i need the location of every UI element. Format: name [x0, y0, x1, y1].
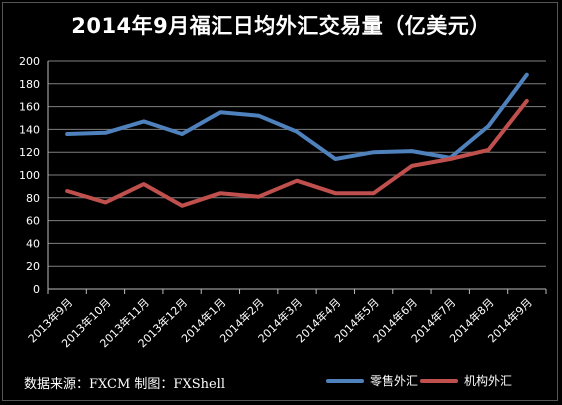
y-tick-label-120: 120: [19, 146, 40, 159]
y-tick-label-140: 140: [19, 123, 40, 136]
chart-frame: [2, 2, 558, 401]
legend-item-retail: 零售外汇: [326, 372, 418, 389]
y-tick-label-200: 200: [19, 55, 40, 68]
legend-swatch-institutional: [420, 378, 458, 383]
chart-title: 2014年9月福汇日均外汇交易量（亿美元）: [71, 14, 491, 38]
legend-swatch-retail: [326, 378, 364, 383]
y-tick-label-160: 160: [19, 101, 40, 114]
y-tick-label-180: 180: [19, 78, 40, 91]
y-tick-label-20: 20: [26, 260, 40, 273]
legend-label-retail: 零售外汇: [370, 374, 419, 388]
legend-item-institutional: 机构外汇: [420, 372, 512, 389]
series-line-institutional: [65, 98, 529, 208]
y-tick-label-100: 100: [19, 169, 40, 182]
y-tick-label-80: 80: [26, 192, 40, 205]
data-source-note: 数据来源：FXCM 制图：FXShell: [24, 377, 225, 392]
legend-label-institutional: 机构外汇: [464, 374, 513, 388]
y-tick-label-0: 0: [33, 283, 40, 296]
series-line-retail: [65, 72, 529, 161]
y-tick-label-40: 40: [26, 237, 40, 250]
y-tick-label-60: 60: [26, 215, 40, 228]
